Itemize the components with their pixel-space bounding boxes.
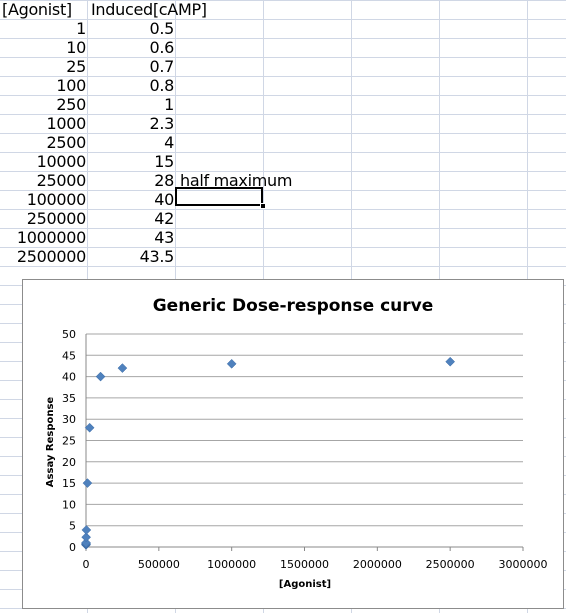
x-tick-label: 500000 xyxy=(138,558,180,571)
cell-agonist[interactable]: 100000 xyxy=(26,190,87,209)
chart-title: Generic Dose-response curve xyxy=(153,296,434,316)
x-tick-label: 3000000 xyxy=(499,558,548,571)
data-point xyxy=(84,422,95,433)
y-tick-label: 25 xyxy=(62,435,76,448)
chart-area[interactable]: Generic Dose-response curve [Agonist] As… xyxy=(22,279,564,609)
data-point xyxy=(445,356,456,367)
x-tick-label: 1500000 xyxy=(280,558,329,571)
y-tick-label: 10 xyxy=(62,498,76,511)
cell-agonist[interactable]: 10000 xyxy=(36,152,87,171)
cell-agonist[interactable]: 2500000 xyxy=(16,247,86,266)
cell-induced-camp[interactable]: 0.7 xyxy=(149,57,174,76)
cell-induced-camp[interactable]: 0.5 xyxy=(149,19,174,38)
data-points xyxy=(81,356,456,550)
cell-induced-camp[interactable]: 0.6 xyxy=(149,38,174,57)
x-axis-label: [Agonist] xyxy=(279,579,331,590)
cell-induced-camp[interactable]: 2.3 xyxy=(149,114,174,133)
selected-cell[interactable] xyxy=(175,187,263,206)
y-tick-label: 20 xyxy=(62,456,76,469)
data-point xyxy=(82,478,93,488)
tick-labels: 0 5 10 15 20 25 30 35 40 45 50 0 500000 1000000 150000… xyxy=(62,328,548,571)
cell-agonist[interactable]: 250 xyxy=(56,95,86,114)
cell-agonist[interactable]: 100 xyxy=(56,76,86,95)
half-maximum-note[interactable]: half maximum xyxy=(180,171,293,190)
y-tick-label: 35 xyxy=(62,392,76,405)
cell-induced-camp[interactable]: 15 xyxy=(154,152,174,171)
fill-handle[interactable] xyxy=(260,203,266,209)
y-tick-label: 0 xyxy=(69,541,76,554)
gridlines xyxy=(85,333,524,551)
data-point xyxy=(226,358,237,369)
cell-agonist[interactable]: 2500 xyxy=(46,133,86,152)
x-tick-label: 2500000 xyxy=(426,558,475,571)
x-tick-label: 0 xyxy=(83,558,90,571)
cell-agonist[interactable]: 1 xyxy=(76,19,86,38)
y-axis-label: Assay Response xyxy=(45,397,56,488)
x-tick-label: 2000000 xyxy=(353,558,402,571)
data-point xyxy=(81,525,92,535)
data-point xyxy=(95,371,106,382)
cell-agonist[interactable]: 250000 xyxy=(26,209,87,228)
y-tick-label: 40 xyxy=(62,371,76,384)
cell-induced-camp[interactable]: 28 xyxy=(154,171,174,190)
header-induced-camp[interactable]: Induced[cAMP] xyxy=(91,0,207,19)
cell-agonist[interactable]: 10 xyxy=(66,38,86,57)
data-point xyxy=(81,532,91,543)
y-tick-label: 50 xyxy=(62,328,76,341)
cell-induced-camp[interactable]: 43 xyxy=(154,228,174,247)
y-tick-label: 15 xyxy=(62,477,76,490)
cell-agonist[interactable]: 25000 xyxy=(36,171,87,190)
x-tick-label: 1000000 xyxy=(207,558,256,571)
cell-agonist[interactable]: 1000 xyxy=(46,114,86,133)
cell-induced-camp[interactable]: 4 xyxy=(164,133,174,152)
cell-induced-camp[interactable]: 40 xyxy=(154,190,174,209)
cell-induced-camp[interactable]: 1 xyxy=(164,95,174,114)
data-point xyxy=(117,363,128,373)
y-tick-label: 30 xyxy=(62,413,76,426)
cell-agonist[interactable]: 25 xyxy=(66,57,86,76)
cell-induced-camp[interactable]: 43.5 xyxy=(139,247,175,266)
y-tick-label: 45 xyxy=(62,349,76,362)
cell-agonist[interactable]: 1000000 xyxy=(16,228,86,247)
data-point xyxy=(81,537,91,548)
cell-induced-camp[interactable]: 42 xyxy=(154,209,174,228)
cell-induced-camp[interactable]: 0.8 xyxy=(149,76,174,95)
dose-response-chart: Generic Dose-response curve [Agonist] As… xyxy=(45,296,548,590)
y-tick-label: 5 xyxy=(69,520,76,533)
header-agonist[interactable]: [Agonist] xyxy=(2,0,72,19)
